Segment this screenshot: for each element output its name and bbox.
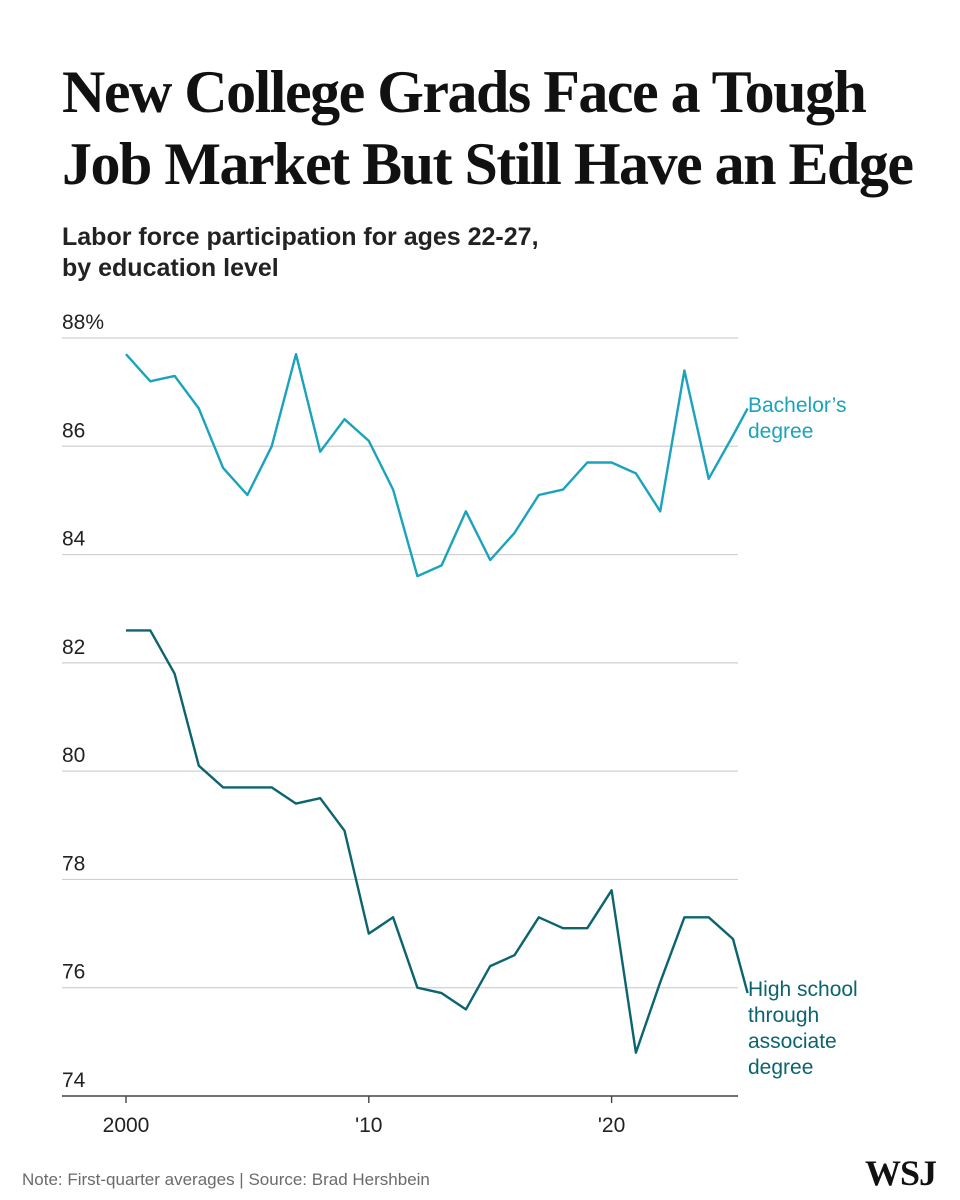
chart-title: New College Grads Face a Tough Job Marke… (62, 59, 914, 197)
series-label-line: degree (748, 420, 813, 443)
y-tick-label: 88% (62, 311, 104, 334)
y-tick-label: 82 (62, 636, 85, 659)
series-line-highschool (126, 629, 749, 1054)
series-label-line: associate (748, 1030, 837, 1053)
y-tick-label: 80 (62, 744, 85, 767)
y-axis-labels: 88% 86 84 82 80 78 76 74 (62, 311, 104, 1092)
y-tick-label: 78 (62, 852, 85, 875)
x-tick-label: '10 (355, 1114, 382, 1137)
x-tick-label: 2000 (103, 1114, 150, 1137)
subtitle-line-1: Labor force participation for ages 22-27… (62, 223, 539, 251)
source-note: Note: First-quarter averages | Source: B… (22, 1170, 430, 1189)
y-tick-label: 74 (62, 1069, 86, 1092)
series-lines (125, 353, 749, 1054)
x-axis: 2000 '10 '20 (62, 1095, 738, 1137)
series-label-line: degree (748, 1056, 813, 1079)
series-label-line: through (748, 1004, 819, 1027)
y-tick-label: 84 (62, 528, 86, 551)
series-labels: Bachelor’s degree High school through associ… (748, 394, 858, 1079)
series-line-bachelors (125, 353, 749, 578)
series-label-bachelors: Bachelor’s degree (748, 394, 846, 443)
series-label-highschool: High school through associate degree (748, 978, 858, 1079)
x-tick-label: '20 (598, 1114, 625, 1137)
series-label-line: High school (748, 978, 858, 1001)
y-tick-label: 76 (62, 961, 85, 984)
y-tick-label: 86 (62, 419, 85, 442)
chart-subtitle: Labor force participation for ages 22-27… (62, 222, 762, 284)
series-label-line: Bachelor’s (748, 394, 846, 417)
subtitle-line-2: by education level (62, 254, 279, 282)
gridlines (62, 337, 738, 989)
wsj-logo: WSJ (864, 1153, 937, 1193)
